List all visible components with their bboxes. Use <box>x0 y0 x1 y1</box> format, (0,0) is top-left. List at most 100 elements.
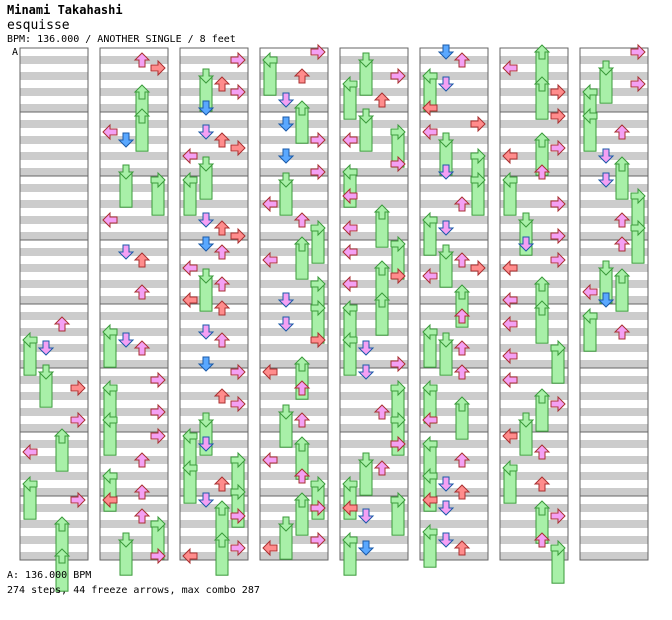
step-arrow <box>213 300 231 316</box>
beat-stripe <box>20 72 88 80</box>
beat-stripe <box>260 440 328 448</box>
beat-stripe <box>420 152 488 160</box>
freeze-body <box>423 75 437 112</box>
step-arrow <box>613 212 631 228</box>
freeze-arrow <box>533 276 551 292</box>
freeze-arrow <box>597 60 615 76</box>
beat-stripe <box>260 504 328 512</box>
freeze-body <box>519 419 533 456</box>
column-frame <box>499 47 569 561</box>
freeze-arrow <box>390 235 406 253</box>
beat-stripe <box>580 472 648 480</box>
freeze-arrow <box>277 172 295 188</box>
beat-stripe <box>180 360 248 368</box>
beat-stripe <box>180 232 248 240</box>
beat-stripe <box>580 120 648 128</box>
beat-stripe <box>180 552 248 560</box>
freeze-arrow <box>213 500 231 516</box>
step-arrow <box>197 236 215 252</box>
beat-stripe <box>180 72 248 80</box>
step-arrow <box>502 371 518 389</box>
beat-stripe <box>420 536 488 544</box>
step-arrow <box>277 148 295 164</box>
beat-stripe <box>100 328 168 336</box>
beat-stripe <box>420 312 488 320</box>
step-arrow <box>390 67 406 85</box>
freeze-arrow <box>342 299 358 317</box>
freeze-body <box>631 195 645 232</box>
step-arrow <box>373 92 391 108</box>
step-arrow <box>182 147 198 165</box>
step-arrow <box>310 331 326 349</box>
step-arrow <box>213 276 231 292</box>
freeze-arrow <box>533 388 551 404</box>
freeze-body <box>375 299 389 336</box>
step-arrow <box>70 491 86 509</box>
beat-stripe <box>20 88 88 96</box>
freeze-arrow <box>277 404 295 420</box>
freeze-arrow <box>422 211 438 229</box>
beat-stripe <box>500 120 568 128</box>
step-arrow <box>293 468 311 484</box>
step-arrow <box>293 412 311 428</box>
beat-stripe <box>340 312 408 320</box>
beat-stripe <box>420 56 488 64</box>
beat-stripe <box>500 552 568 560</box>
freeze-body <box>199 163 213 200</box>
beat-stripe <box>580 312 648 320</box>
freeze-arrow <box>133 108 151 124</box>
freeze-arrow <box>390 379 406 397</box>
freeze-body <box>183 435 197 472</box>
beat-stripe <box>260 472 328 480</box>
beat-stripe <box>180 488 248 496</box>
beat-stripe <box>580 280 648 288</box>
step-arrow <box>550 83 566 101</box>
freeze-arrow <box>470 147 486 165</box>
beat-stripe <box>260 168 328 176</box>
step-arrow <box>213 76 231 92</box>
step-arrow <box>357 364 375 380</box>
beat-stripe <box>180 392 248 400</box>
freeze-arrow <box>213 532 231 548</box>
freeze-arrow <box>390 491 406 509</box>
beat-stripe <box>340 280 408 288</box>
freeze-arrow <box>277 516 295 532</box>
step-arrow <box>550 227 566 245</box>
freeze-arrow <box>533 500 551 516</box>
beat-stripe <box>100 312 168 320</box>
freeze-arrow <box>502 459 518 477</box>
beat-stripe <box>580 88 648 96</box>
beat-stripe <box>340 456 408 464</box>
freeze-body <box>551 547 565 584</box>
beat-stripe <box>20 104 88 112</box>
step-arrow <box>310 163 326 181</box>
step-arrow <box>310 131 326 149</box>
step-arrow <box>133 284 151 300</box>
freeze-body <box>231 459 245 496</box>
beat-stripe <box>20 184 88 192</box>
freeze-body <box>343 83 357 120</box>
freeze-body <box>519 219 533 256</box>
beat-stripe <box>20 552 88 560</box>
step-arrow <box>262 195 278 213</box>
beat-stripe <box>260 248 328 256</box>
beat-stripe <box>20 456 88 464</box>
freeze-body <box>311 227 325 264</box>
step-arrow <box>390 435 406 453</box>
freeze-body <box>311 307 325 344</box>
step-arrow <box>293 212 311 228</box>
beat-stripe <box>340 104 408 112</box>
freeze-body <box>455 291 469 328</box>
beat-stripe <box>100 424 168 432</box>
column-border <box>579 47 649 561</box>
beat-stripe <box>340 424 408 432</box>
freeze-body <box>391 419 405 456</box>
step-arrow <box>102 491 118 509</box>
step-arrow <box>357 508 375 524</box>
beat-stripe <box>20 56 88 64</box>
freeze-body <box>359 115 373 152</box>
beat-stripe <box>580 232 648 240</box>
freeze-body <box>423 219 437 256</box>
step-arrow <box>277 292 295 308</box>
